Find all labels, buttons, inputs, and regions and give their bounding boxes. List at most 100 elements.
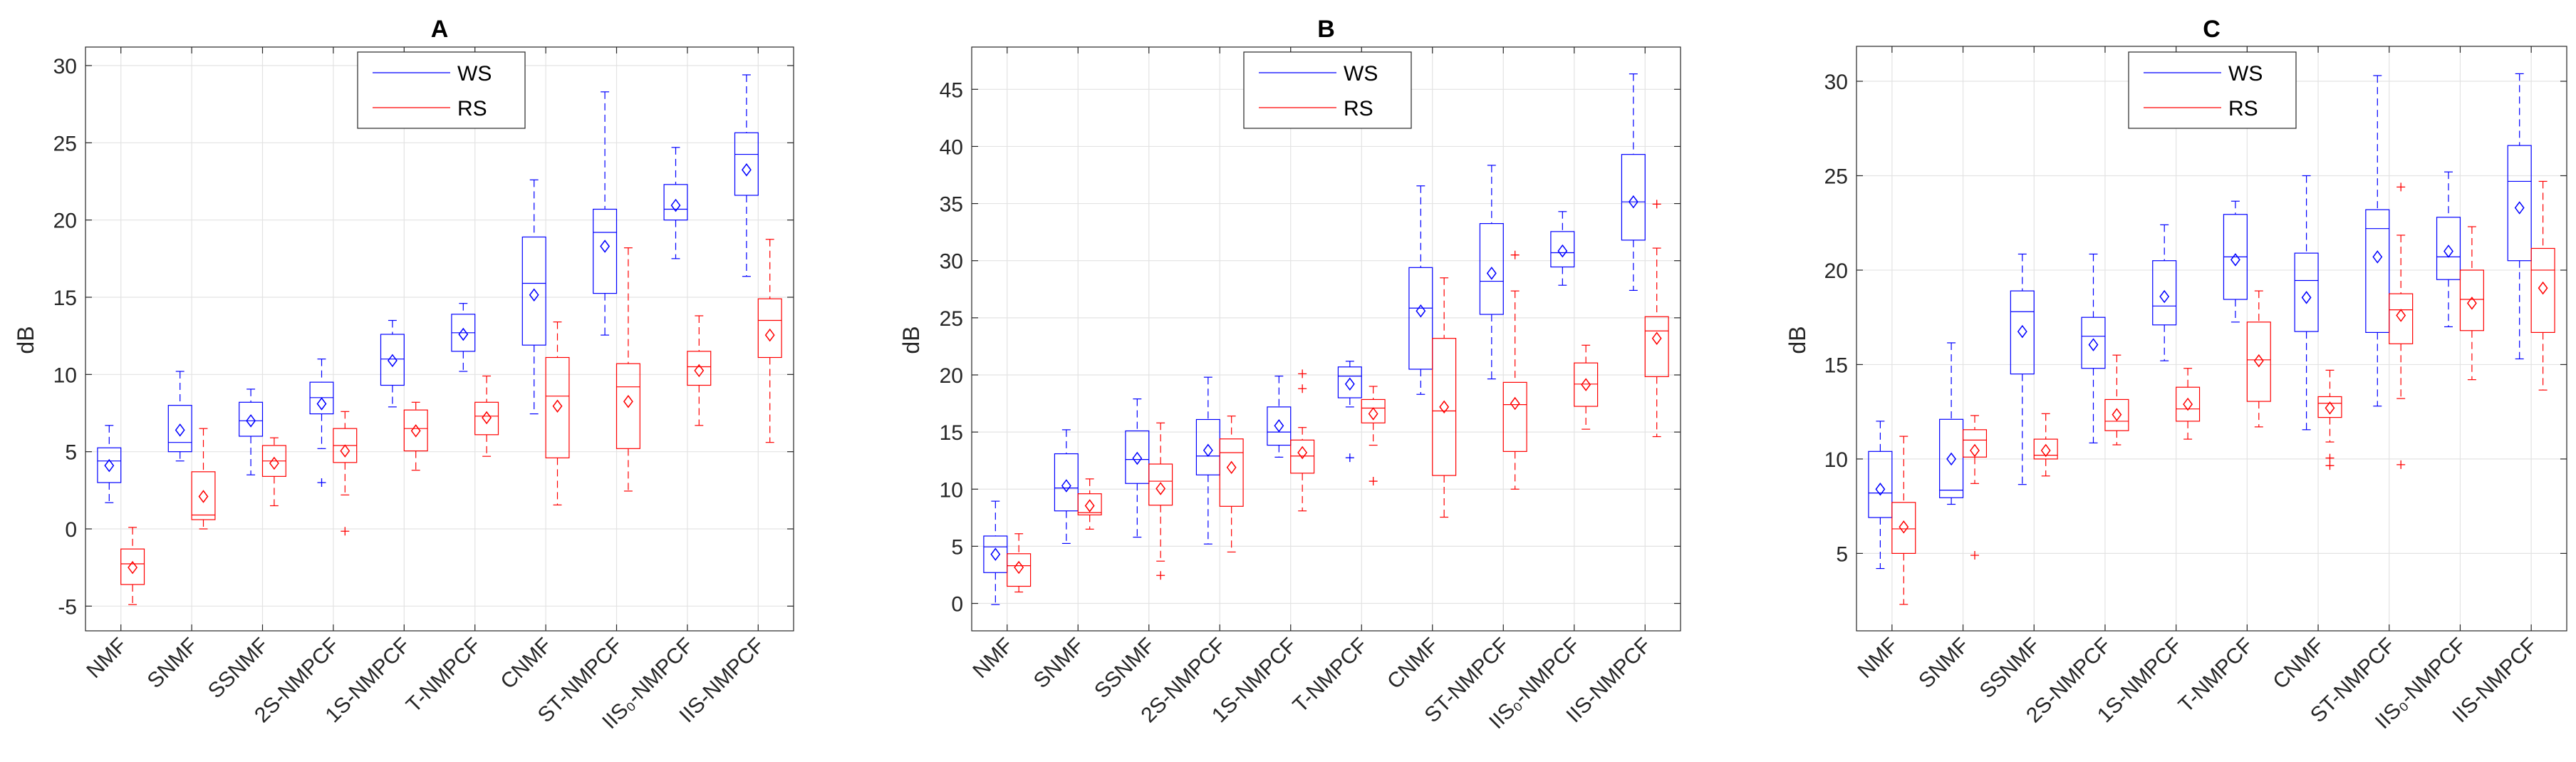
box-ws — [734, 74, 759, 277]
box-ws — [309, 359, 334, 487]
mean-marker — [104, 458, 115, 473]
legend: WS RS — [2128, 51, 2297, 129]
mean-marker — [2514, 201, 2525, 215]
box-iqr — [239, 401, 264, 437]
box-ws — [1868, 421, 1893, 570]
chart-title: C — [2203, 16, 2221, 43]
mean-marker — [623, 395, 633, 408]
box-rs — [757, 239, 782, 443]
y-tick-label: 20 — [53, 210, 77, 233]
box-rs — [2176, 368, 2201, 440]
x-category-label: SNMF — [1914, 634, 1973, 693]
box-iqr — [1054, 453, 1079, 512]
box-rs — [1962, 415, 1988, 560]
box-iqr — [2317, 396, 2342, 418]
chart-title: B — [1317, 16, 1335, 43]
box-iqr — [2033, 438, 2058, 460]
x-category-label: SNMF — [1029, 634, 1089, 693]
y-tick-label: 45 — [940, 78, 963, 102]
mean-marker — [2112, 408, 2122, 421]
box-iqr — [1148, 463, 1173, 506]
box-iqr — [2246, 321, 2271, 402]
box-iqr — [545, 356, 570, 458]
x-category-label: SNMF — [143, 634, 202, 693]
box-iqr — [521, 236, 546, 346]
mean-marker — [2325, 401, 2335, 415]
box-iqr — [1267, 406, 1292, 446]
outlier-marker — [1298, 384, 1307, 393]
outlier-marker — [1652, 200, 1661, 209]
mean-marker — [1014, 560, 1024, 575]
mean-marker — [1155, 482, 1166, 495]
box-ws — [593, 91, 618, 336]
x-category-label: CNMF — [496, 634, 556, 694]
outlier-marker — [341, 527, 350, 536]
mean-marker — [128, 560, 138, 575]
box-ws — [1621, 73, 1646, 291]
box-ws — [451, 303, 476, 372]
mean-marker — [1970, 443, 1980, 458]
box-rs — [1148, 422, 1173, 580]
mean-marker — [2017, 324, 2027, 339]
mean-marker — [529, 288, 539, 302]
outlier-marker — [2325, 453, 2334, 463]
mean-marker — [990, 547, 1001, 561]
y-tick-label: 10 — [1824, 448, 1848, 472]
box-iqr — [1939, 418, 1964, 498]
mean-marker — [387, 354, 398, 368]
x-category-label: SSNMF — [1090, 634, 1160, 704]
legend-label-ws: WS — [2228, 62, 2263, 86]
box-iqr — [380, 334, 405, 386]
outlier-marker — [2325, 461, 2334, 470]
box-iqr — [97, 447, 122, 483]
y-tick-label: 5 — [951, 535, 963, 559]
y-tick-label: 10 — [53, 364, 77, 387]
axes-frame — [1856, 46, 2567, 632]
mean-marker — [1203, 443, 1213, 458]
mean-marker — [1628, 195, 1638, 209]
x-category-label: SSNMF — [1975, 634, 2045, 704]
axes-frame — [971, 46, 1681, 632]
mean-marker — [1486, 267, 1497, 280]
y-tick-label: 25 — [940, 307, 963, 331]
box-rs — [1290, 369, 1315, 512]
mean-marker — [1132, 451, 1143, 465]
box-ws — [380, 319, 405, 408]
y-axis-label: dB — [1785, 326, 1810, 354]
y-tick-label: 15 — [1824, 354, 1848, 377]
box-ws — [2152, 224, 2177, 361]
mean-marker — [1946, 452, 1957, 466]
outlier-marker — [1970, 551, 1979, 560]
box-ws — [2081, 253, 2106, 443]
mean-marker — [1875, 483, 1886, 496]
mean-marker — [764, 328, 775, 342]
mean-marker — [1581, 378, 1591, 391]
mean-marker — [2372, 250, 2383, 264]
box-iqr — [403, 409, 428, 452]
legend: WS RS — [357, 51, 526, 129]
box-iqr — [1962, 429, 1988, 458]
box-rs — [2389, 182, 2414, 469]
box-rs — [1219, 416, 1244, 553]
box-iqr — [2294, 252, 2319, 332]
box-rs — [2033, 413, 2058, 477]
x-category-label: T-NMPCF — [1289, 634, 1373, 718]
y-tick-label: 10 — [940, 478, 963, 502]
box-ws — [2223, 200, 2248, 323]
mean-marker — [2088, 338, 2099, 351]
box-rs — [191, 428, 216, 530]
plot-area — [1856, 46, 2567, 631]
box-ws — [2294, 175, 2319, 431]
box-ws — [2507, 73, 2532, 360]
plot-area — [85, 47, 794, 631]
y-tick-label: 0 — [65, 518, 77, 542]
legend-box — [2128, 51, 2297, 129]
mean-marker — [2301, 291, 2312, 304]
mean-marker — [600, 240, 611, 253]
box-rs — [1077, 478, 1102, 530]
box-iqr — [1502, 381, 1527, 452]
box-iqr — [1574, 362, 1599, 407]
outlier-marker — [1345, 453, 1354, 463]
box-rs — [616, 247, 640, 492]
box-iqr — [2459, 269, 2484, 331]
